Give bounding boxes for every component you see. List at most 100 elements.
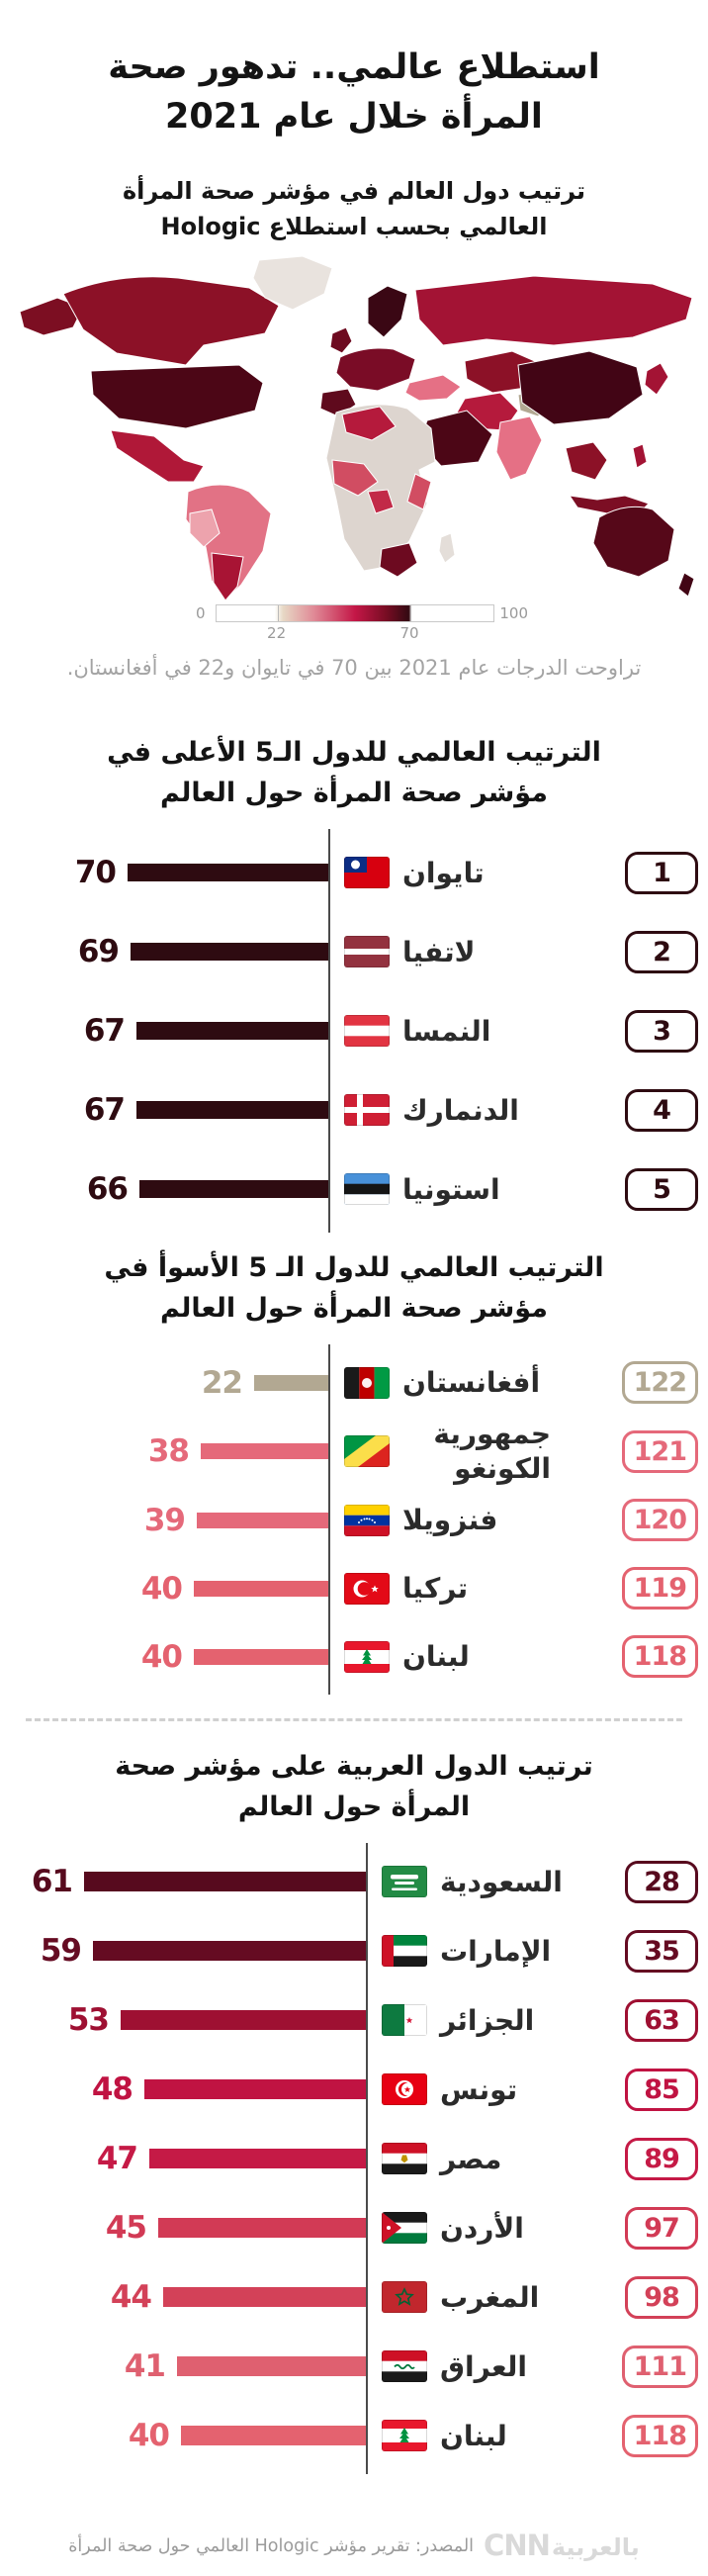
map-region-philippines <box>632 443 648 470</box>
map-region-peru <box>189 508 221 549</box>
value-bar <box>254 1374 328 1391</box>
value-bar <box>144 2079 366 2100</box>
chart-row: 66 استونيا 5 <box>0 1150 708 1229</box>
bar-value-label: 69 <box>77 934 120 970</box>
country-zone: الجزائر 63 <box>366 1998 708 2042</box>
flag-austria-icon <box>344 1015 390 1048</box>
flag-latvia-icon <box>344 936 390 968</box>
source-text: المصدر: تقرير مؤشر Hologic العالمي حول ص… <box>68 2535 475 2556</box>
value-bar <box>194 1648 328 1665</box>
bar-value-label: 66 <box>86 1171 129 1208</box>
flag-denmark-icon <box>344 1094 390 1127</box>
map-region-africa <box>325 404 436 572</box>
cnn-logo-latin: CNN <box>484 2529 551 2562</box>
map-region-canada <box>62 276 280 366</box>
chart-row: 61 السعودية 28 <box>0 1847 708 1916</box>
country-label: تونس <box>440 2072 518 2106</box>
chart-top5: 70 تايوان 1 69 لاتفيا 2 67 النمسا 3 67 الدنمارك 4 66… <box>0 829 708 1234</box>
map-region-mexico <box>110 429 205 483</box>
map-region-east-africa <box>406 473 432 511</box>
chart-row: 67 الدنمارك 4 <box>0 1070 708 1150</box>
flag-tunisia-icon <box>382 2073 427 2106</box>
bar-value-label: 40 <box>128 2418 170 2454</box>
country-zone: الأردن 97 <box>366 2206 708 2250</box>
country-label: تركيا <box>402 1572 469 1606</box>
rank-badge: 1 <box>625 851 698 894</box>
country-label: استونيا <box>402 1172 500 1206</box>
value-bar <box>158 2218 366 2239</box>
flag-iraq-icon <box>382 2350 427 2383</box>
flag-jordan-icon <box>382 2212 427 2245</box>
bar-zone: 39 <box>0 1503 328 1538</box>
value-bar <box>194 1580 328 1597</box>
bar-zone: 47 <box>0 2141 366 2176</box>
flag-algeria-icon <box>382 2004 427 2037</box>
legend-max-label: 100 <box>499 604 528 623</box>
value-bar <box>149 2149 366 2169</box>
bar-zone: 66 <box>0 1171 328 1207</box>
country-zone: جمهورية الكونغو 121 <box>328 1417 708 1486</box>
rank-badge: 119 <box>621 1567 698 1610</box>
chart-row: 40 لبنان 118 <box>0 1622 708 1691</box>
bar-value-label: 59 <box>40 1933 82 1970</box>
country-zone: النمسا 3 <box>328 1009 708 1053</box>
rank-badge: 89 <box>625 2137 698 2180</box>
country-label: العراق <box>440 2349 527 2383</box>
country-zone: المغرب 98 <box>366 2275 708 2319</box>
bar-value-label: 70 <box>74 855 117 891</box>
map-region-turkey <box>404 374 462 402</box>
rank-badge: 3 <box>625 1009 698 1053</box>
chart-row: 44 المغرب 98 <box>0 2262 708 2332</box>
chart-row: 40 لبنان 118 <box>0 2401 708 2470</box>
country-zone: تونس 85 <box>366 2068 708 2111</box>
chart-row: 22 أفغانستان 122 <box>0 1348 708 1417</box>
chart-worst5: 22 أفغانستان 122 38 جمهورية الكونغو 121 39 فنزو… <box>0 1344 708 1696</box>
rank-badge: 98 <box>625 2275 698 2319</box>
bar-zone: 67 <box>0 1013 328 1049</box>
rank-badge: 118 <box>621 1635 698 1679</box>
bar-value-label: 39 <box>143 1502 186 1538</box>
value-bar <box>131 943 328 962</box>
bar-zone: 69 <box>0 934 328 969</box>
flag-morocco-icon <box>382 2281 427 2314</box>
flag-lebanon-icon <box>382 2420 427 2452</box>
country-label: لبنان <box>402 1640 470 1674</box>
value-bar <box>136 1101 328 1120</box>
flag-afghanistan-icon <box>344 1366 390 1399</box>
country-label: الإمارات <box>440 1934 552 1968</box>
legend-low-tick-label: 22 <box>267 624 287 643</box>
section-worst5-title: الترتيب العالمي للدول الـ 5 الأسوأ في مؤ… <box>104 1252 604 1324</box>
page-title-emphasis: تدهور صحة المرأة خلال عام 2021 <box>108 47 543 137</box>
country-zone: لبنان 118 <box>366 2414 708 2457</box>
chart-row: 47 مصر 89 <box>0 2124 708 2193</box>
bar-value-label: 48 <box>91 2071 133 2108</box>
country-label: الدنمارك <box>402 1093 519 1127</box>
value-bar <box>128 864 328 882</box>
bar-value-label: 38 <box>147 1433 190 1470</box>
section-arab-title: ترتيب الدول العربية على مؤشر صحة المرأة … <box>115 1751 593 1822</box>
cnn-logo-arabic: بالعربية <box>551 2533 641 2561</box>
country-label: السعودية <box>440 1865 563 1898</box>
country-label: لبنان <box>440 2419 507 2452</box>
country-zone: تايوان 1 <box>328 851 708 894</box>
country-label: الجزائر <box>440 2003 535 2037</box>
value-bar <box>181 2426 366 2446</box>
chart-row: 48 تونس 85 <box>0 2055 708 2124</box>
rank-badge: 35 <box>625 1929 698 1973</box>
bar-value-label: 47 <box>96 2141 138 2177</box>
chart-worst5-rows: 22 أفغانستان 122 38 جمهورية الكونغو 121 39 فنزو… <box>0 1344 708 1696</box>
world-map-choropleth <box>19 255 695 602</box>
chart-row: 39 فنزويلا 120 <box>0 1486 708 1554</box>
rank-badge: 2 <box>625 930 698 973</box>
chart-row: 70 تايوان 1 <box>0 833 708 912</box>
section-top5-title: الترتيب العالمي للدول الـ5 الأعلى في مؤش… <box>107 737 601 808</box>
flag-taiwan-icon <box>344 857 390 889</box>
map-region-nigeria <box>367 489 395 515</box>
country-zone: أفغانستان 122 <box>328 1361 708 1405</box>
rank-badge: 4 <box>625 1088 698 1132</box>
chart-row: 69 لاتفيا 2 <box>0 912 708 991</box>
legend-min-label: 0 <box>196 604 206 623</box>
cnn-arabic-logo: CNNبالعربية <box>484 2529 641 2562</box>
country-zone: تركيا 119 <box>328 1567 708 1610</box>
chart-row: 59 الإمارات 35 <box>0 1916 708 1985</box>
